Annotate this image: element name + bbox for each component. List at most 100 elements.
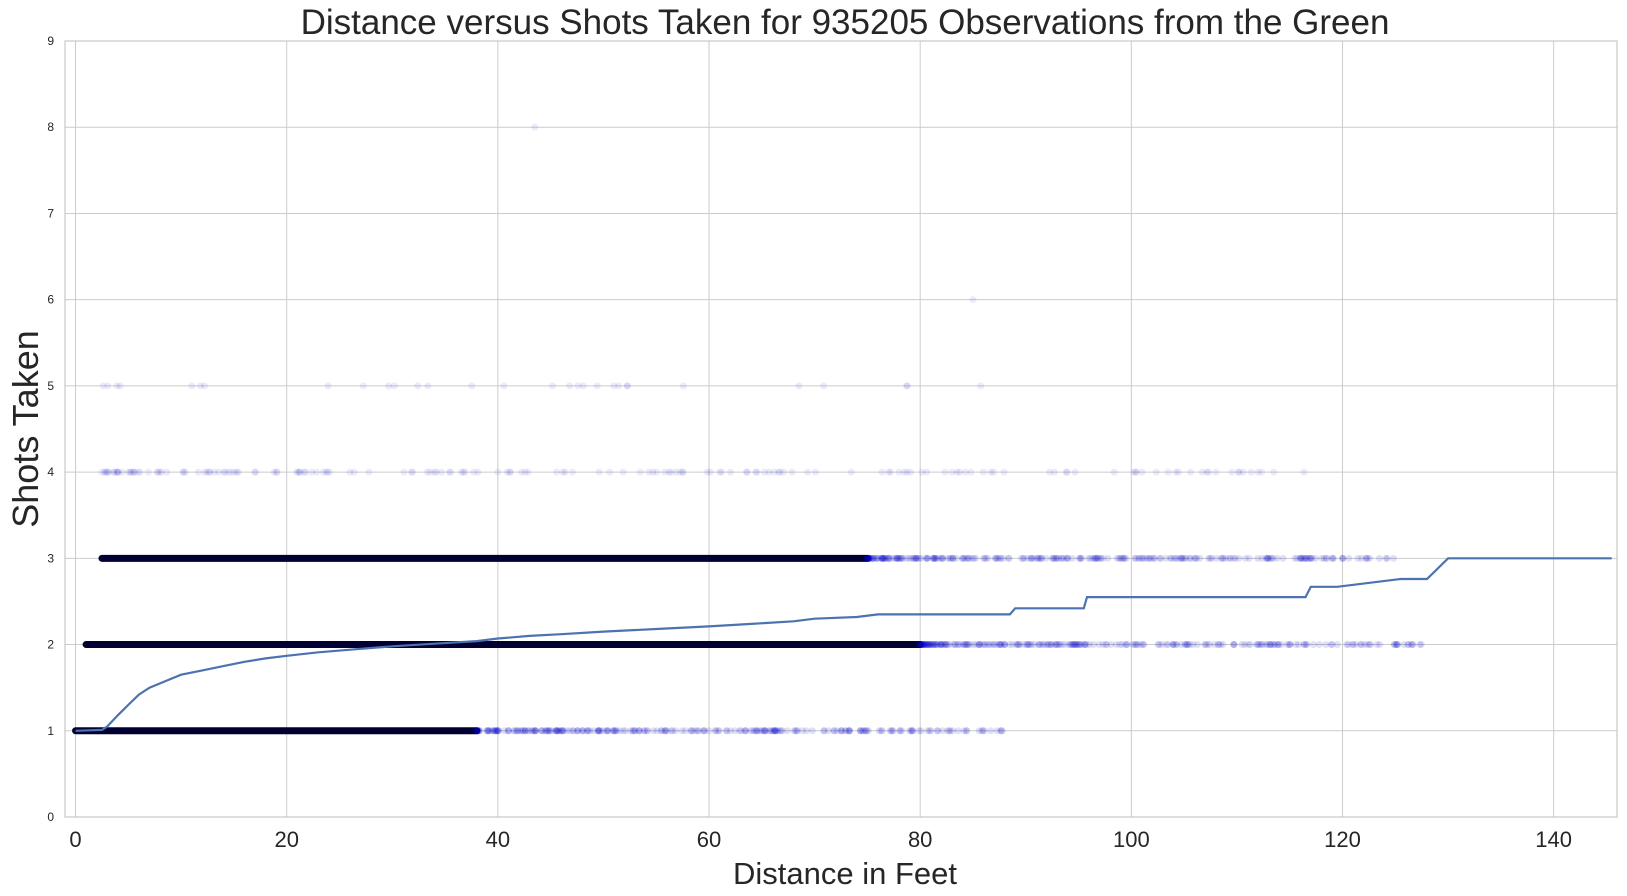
data-point bbox=[689, 727, 697, 735]
data-point bbox=[559, 727, 567, 735]
data-point bbox=[932, 641, 940, 649]
data-point bbox=[1005, 554, 1013, 562]
data-point bbox=[609, 727, 617, 735]
data-point bbox=[820, 382, 828, 390]
data-point bbox=[961, 554, 969, 562]
data-point bbox=[1064, 554, 1072, 562]
data-point bbox=[1357, 641, 1365, 649]
data-point bbox=[619, 468, 627, 476]
data-point bbox=[1174, 554, 1182, 562]
data-point bbox=[869, 554, 877, 562]
data-point bbox=[1363, 554, 1371, 562]
data-point bbox=[880, 554, 888, 562]
data-point bbox=[1056, 641, 1064, 649]
data-point bbox=[640, 727, 648, 735]
data-point bbox=[1112, 641, 1120, 649]
data-point bbox=[1262, 554, 1270, 562]
scatter-layer bbox=[72, 123, 1425, 735]
data-point bbox=[504, 727, 512, 735]
data-point bbox=[134, 468, 142, 476]
data-point bbox=[918, 641, 926, 649]
data-point bbox=[1097, 554, 1105, 562]
data-point bbox=[925, 641, 933, 649]
data-point bbox=[916, 641, 924, 649]
data-point bbox=[1222, 554, 1230, 562]
data-point bbox=[963, 641, 971, 649]
data-point bbox=[930, 641, 938, 649]
data-point bbox=[385, 382, 393, 390]
data-point bbox=[653, 468, 661, 476]
data-point bbox=[473, 727, 481, 735]
data-point bbox=[629, 727, 637, 735]
data-point bbox=[599, 727, 607, 735]
data-point bbox=[612, 727, 620, 735]
data-point bbox=[1196, 554, 1204, 562]
data-point bbox=[1339, 554, 1347, 562]
data-point bbox=[1116, 554, 1124, 562]
data-point bbox=[1300, 468, 1308, 476]
data-point bbox=[1322, 554, 1330, 562]
data-point bbox=[757, 727, 765, 735]
data-point bbox=[1257, 641, 1265, 649]
data-point bbox=[953, 554, 961, 562]
data-point bbox=[934, 641, 942, 649]
data-point bbox=[1343, 641, 1351, 649]
data-point bbox=[1230, 641, 1238, 649]
data-point bbox=[653, 727, 661, 735]
data-point bbox=[930, 554, 938, 562]
data-point bbox=[346, 468, 354, 476]
data-point bbox=[1329, 554, 1337, 562]
data-point bbox=[1051, 641, 1059, 649]
data-point bbox=[923, 641, 931, 649]
data-point bbox=[521, 468, 529, 476]
data-point bbox=[1183, 641, 1191, 649]
data-point bbox=[541, 727, 549, 735]
data-point bbox=[573, 727, 581, 735]
data-point bbox=[1016, 641, 1024, 649]
data-point bbox=[1121, 641, 1129, 649]
data-point bbox=[1099, 641, 1107, 649]
data-point bbox=[866, 554, 874, 562]
data-point bbox=[1083, 641, 1091, 649]
data-point bbox=[681, 727, 689, 735]
data-point bbox=[505, 727, 513, 735]
data-point bbox=[649, 727, 657, 735]
data-point bbox=[563, 727, 571, 735]
data-point bbox=[700, 727, 708, 735]
data-point bbox=[1235, 468, 1243, 476]
data-point bbox=[661, 727, 669, 735]
data-point bbox=[424, 382, 432, 390]
data-point bbox=[1000, 641, 1008, 649]
data-point bbox=[319, 468, 327, 476]
data-point bbox=[760, 468, 768, 476]
data-point bbox=[903, 382, 911, 390]
data-point bbox=[459, 468, 467, 476]
data-point bbox=[965, 554, 973, 562]
data-point bbox=[296, 468, 304, 476]
data-point bbox=[946, 554, 954, 562]
data-point bbox=[1203, 468, 1211, 476]
data-point bbox=[543, 727, 551, 735]
data-point bbox=[203, 468, 211, 476]
data-point bbox=[1322, 641, 1330, 649]
data-point bbox=[987, 727, 995, 735]
data-point bbox=[1212, 468, 1220, 476]
data-point bbox=[308, 468, 316, 476]
data-point bbox=[1273, 554, 1281, 562]
data-point bbox=[925, 641, 933, 649]
data-point bbox=[1052, 554, 1060, 562]
data-point bbox=[932, 554, 940, 562]
data-point bbox=[631, 727, 639, 735]
data-point bbox=[929, 554, 937, 562]
data-point bbox=[865, 554, 873, 562]
data-point bbox=[1184, 641, 1192, 649]
data-point bbox=[1354, 554, 1362, 562]
data-point bbox=[488, 727, 496, 735]
data-point bbox=[1318, 554, 1326, 562]
data-point bbox=[924, 554, 932, 562]
data-point bbox=[997, 727, 1005, 735]
data-point bbox=[118, 468, 126, 476]
data-point bbox=[942, 641, 950, 649]
data-point bbox=[879, 554, 887, 562]
